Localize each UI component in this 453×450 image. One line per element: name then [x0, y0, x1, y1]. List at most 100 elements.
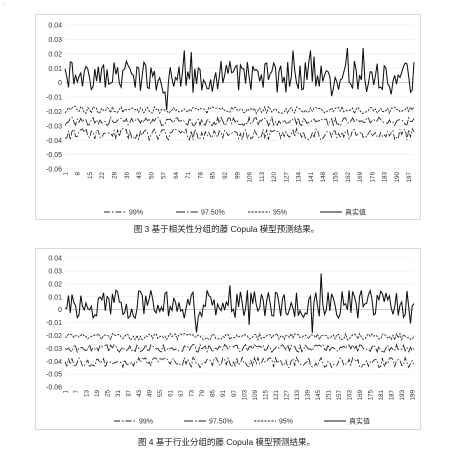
y-tick-label: -0.04 — [46, 359, 62, 366]
x-tick-label: 7 — [73, 390, 80, 394]
y-tick-label: 0 — [58, 80, 62, 87]
x-tick-label: 190 — [394, 172, 401, 183]
y-tick-label: 0.04 — [48, 256, 62, 263]
x-tick-label: 134 — [296, 172, 303, 183]
x-tick-label: 176 — [369, 172, 376, 183]
y-tick-label: 0.01 — [48, 66, 62, 73]
x-tick-label: 64 — [173, 172, 180, 180]
y-tick-label: 0.03 — [48, 37, 62, 44]
chart-3-svg: 0.04 0.03 0.02 0.01 0 -0.01 -0.02 -0.03 -0.04 -0.… — [46, 23, 415, 217]
x-tick-label: 121 — [273, 390, 280, 401]
legend-label: 97.50% — [201, 210, 225, 217]
figure-4-caption: 图 4 基于行业分组的藤 Copula 模型预测结果。 — [137, 437, 316, 447]
x-tick-label: 115 — [262, 390, 269, 401]
x-tick-label: 106 — [247, 172, 254, 183]
x-tick-label: 141 — [308, 172, 315, 183]
x-tick-label: 187 — [389, 390, 396, 401]
legend-label: 真实值 — [349, 417, 370, 426]
x-tick-label: 1 — [62, 172, 69, 176]
series-line-3 — [64, 273, 415, 333]
stray-mark: . — [3, 0, 5, 7]
y-tick-label: -0.03 — [46, 346, 62, 353]
y-tick-label: -0.03 — [46, 123, 62, 130]
y-tick-label: -0.06 — [46, 385, 62, 392]
x-tick-label: 113 — [259, 172, 266, 183]
x-tick-label: 13 — [83, 390, 90, 398]
y-tick-label: -0.01 — [46, 320, 62, 327]
series-line-0 — [65, 127, 415, 142]
x-tick-label: 183 — [382, 172, 389, 183]
x-tick-label: 99 — [234, 172, 241, 180]
legend-label: 真实值 — [345, 208, 366, 217]
x-tick-label: 169 — [357, 390, 364, 401]
y-tick-label: -0.05 — [46, 152, 62, 159]
y-tick-label: 0 — [58, 307, 62, 314]
x-tick-label: 67 — [178, 390, 185, 398]
x-tick-label: 29 — [112, 172, 119, 180]
x-tick-label: 92 — [222, 172, 229, 180]
x-tick-label: 79 — [199, 390, 206, 398]
x-tick-label: 85 — [210, 172, 217, 180]
legend-label: 95% — [279, 419, 293, 426]
x-tick-label: 25 — [104, 390, 111, 398]
x-tick-label: 43 — [136, 390, 143, 398]
x-tick-label: 139 — [304, 390, 311, 401]
x-tick-label: 109 — [252, 390, 259, 401]
legend-label: 97.50% — [209, 419, 233, 426]
y-tick-label: 0.04 — [48, 23, 62, 30]
series-line-3 — [64, 47, 415, 111]
x-tick-label: 133 — [294, 390, 301, 401]
x-tick-label: 175 — [368, 390, 375, 401]
x-tick-label: 127 — [283, 390, 290, 401]
x-tick-label: 103 — [241, 390, 248, 401]
x-tick-label: 22 — [99, 172, 106, 180]
x-tick-label: 19 — [94, 390, 101, 398]
x-tick-label: 57 — [161, 172, 168, 180]
x-tick-label: 73 — [189, 390, 196, 398]
x-tick-label: 50 — [148, 172, 155, 180]
y-tick-label: -0.06 — [46, 167, 62, 174]
y-tick-label: -0.02 — [46, 109, 62, 116]
legend-label: 99% — [139, 419, 153, 426]
x-tick-label: 78 — [197, 172, 204, 180]
x-tick-label: 127 — [283, 172, 290, 183]
x-tick-label: 151 — [325, 390, 332, 401]
x-tick-label: 155 — [332, 172, 339, 183]
x-tick-label: 197 — [406, 172, 413, 183]
x-tick-label: 91 — [220, 390, 227, 398]
x-tick-label: 15 — [87, 172, 94, 180]
x-tick-label: 97 — [231, 390, 238, 398]
x-tick-label: 61 — [168, 390, 175, 398]
x-tick-label: 148 — [320, 172, 327, 183]
legend-label: 99% — [129, 210, 143, 217]
y-tick-label: -0.02 — [46, 333, 62, 340]
x-tick-label: 157 — [336, 390, 343, 401]
x-tick-label: 162 — [345, 172, 352, 183]
chart-panel-4: 0.04 0.03 0.02 0.01 0 -0.01 -0.02 -0.03 -0.04 -0.… — [35, 248, 421, 430]
x-tick-label: 85 — [210, 390, 217, 398]
series-line-2 — [64, 332, 415, 342]
y-tick-label: -0.05 — [46, 372, 62, 379]
x-tick-label: 1 — [62, 390, 69, 394]
y-tick-label: 0.02 — [48, 281, 62, 288]
chart-panel-3: 0.04 0.03 0.02 0.01 0 -0.01 -0.02 -0.03 -0.04 -0.… — [35, 14, 421, 220]
series-line-0 — [64, 356, 415, 369]
y-tick-label: 0.02 — [48, 51, 62, 58]
x-tick-label: 37 — [126, 390, 133, 398]
chart-4-svg: 0.04 0.03 0.02 0.01 0 -0.01 -0.02 -0.03 -0.04 -0.… — [46, 256, 417, 426]
x-tick-label: 36 — [124, 172, 131, 180]
x-tick-label: 43 — [136, 172, 143, 180]
legend-label: 95% — [273, 210, 287, 217]
x-tick-label: 31 — [115, 390, 122, 398]
series-line-1 — [64, 115, 415, 127]
y-tick-label: -0.01 — [46, 95, 62, 102]
x-tick-label: 199 — [410, 390, 417, 401]
figure-3-caption: 图 3 基于相关性分组的藤 Copula 模型预测结果。 — [133, 224, 320, 234]
y-tick-label: 0.03 — [48, 269, 62, 276]
x-tick-label: 55 — [157, 390, 164, 398]
y-tick-label: -0.04 — [46, 138, 62, 145]
x-tick-label: 120 — [271, 172, 278, 183]
x-tick-label: 49 — [147, 390, 154, 398]
x-tick-label: 193 — [399, 390, 406, 401]
series-line-1 — [64, 342, 415, 354]
